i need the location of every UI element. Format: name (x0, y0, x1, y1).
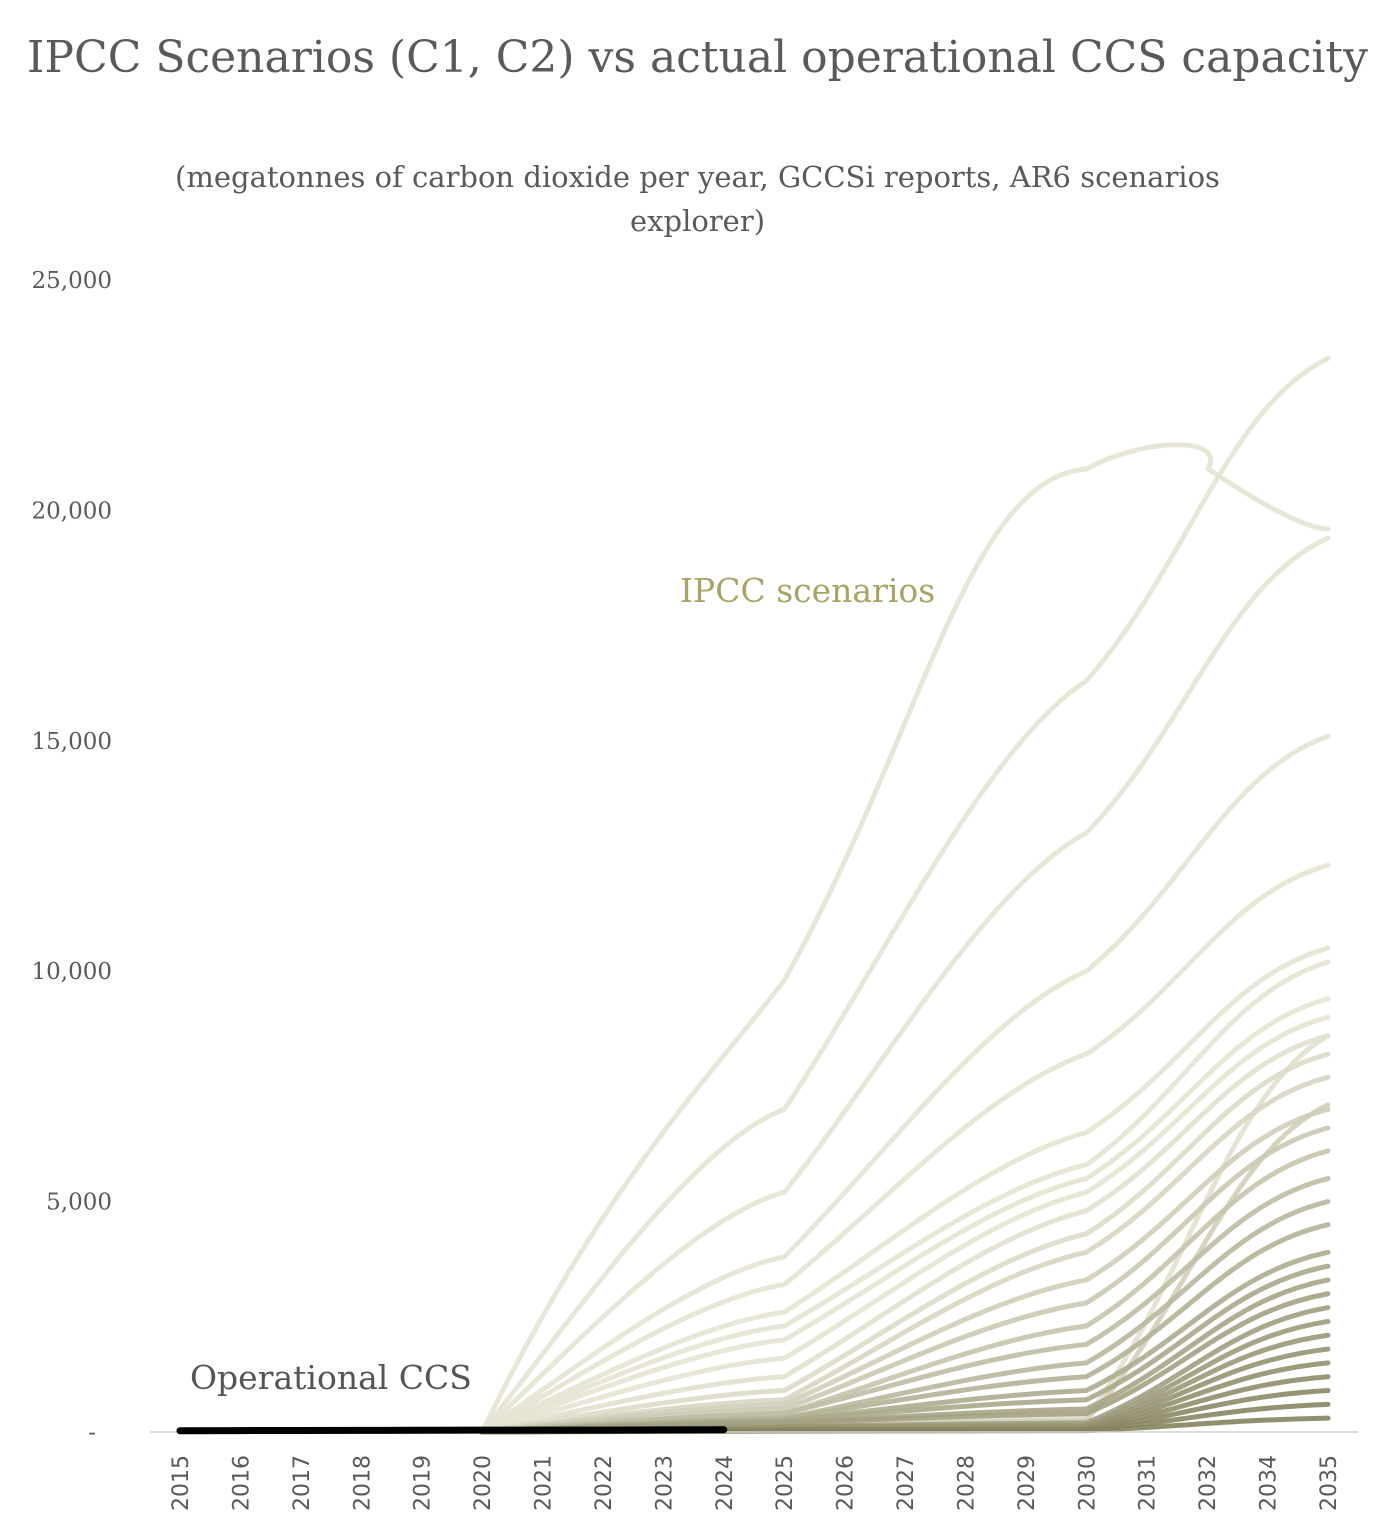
scenario-line (479, 733, 1331, 1435)
scenario-lines (479, 355, 1331, 1435)
x-tick-label: 2021 (532, 1455, 557, 1511)
scenario-line (479, 1051, 1331, 1435)
scenario-line (479, 442, 1331, 1435)
x-tick-label: 2028 (954, 1455, 979, 1511)
x-tick-label: 2034 (1257, 1455, 1282, 1511)
scenario-line (479, 1074, 1331, 1435)
scenario-line (479, 996, 1331, 1435)
y-axis-ticks: - 5,000 10,000 15,000 20,000 25,000 (32, 268, 112, 1446)
x-tick-label: 2018 (350, 1455, 375, 1511)
x-tick-label: 2022 (592, 1455, 617, 1511)
chart-title: IPCC Scenarios (C1, C2) vs actual operat… (27, 32, 1368, 83)
chart-subtitle: (megatonnes of carbon dioxide per year, … (175, 160, 1220, 238)
operational-ccs-line (176, 1426, 728, 1435)
scenario-line (479, 1176, 1331, 1435)
y-tick-label: 5,000 (46, 1190, 112, 1216)
x-tick-label: 2017 (290, 1455, 315, 1511)
x-tick-label: 2015 (169, 1455, 194, 1511)
x-tick-label: 2025 (773, 1455, 798, 1511)
x-tick-label: 2031 (1136, 1455, 1161, 1511)
scenario-line (479, 355, 1331, 1435)
scenario-line (479, 1106, 1331, 1435)
y-tick-label: 15,000 (32, 729, 112, 755)
x-tick-label: 2027 (894, 1455, 919, 1511)
x-tick-label: 2032 (1196, 1455, 1221, 1511)
scenario-line (479, 1033, 1331, 1435)
scenario-line (479, 959, 1331, 1435)
operational-ccs-label: Operational CCS (190, 1358, 472, 1397)
x-axis-ticks: 2015 2016 2017 2018 2019 2020 2021 2022 2023 2024… (169, 1455, 1342, 1511)
scenario-line (479, 1125, 1331, 1435)
scenario-line (479, 862, 1331, 1435)
x-tick-label: 2020 (471, 1455, 496, 1511)
scenario-line (479, 945, 1331, 1435)
x-tick-label: 2026 (834, 1455, 859, 1511)
x-tick-label: 2030 (1075, 1455, 1100, 1511)
x-tick-label: 2016 (229, 1455, 254, 1511)
x-tick-label: 2024 (713, 1455, 738, 1511)
x-tick-label: 2023 (652, 1455, 677, 1511)
y-tick-label: - (88, 1420, 96, 1446)
x-tick-label: 2035 (1317, 1455, 1342, 1511)
scenario-line (479, 1014, 1331, 1435)
x-tick-label: 2029 (1015, 1455, 1040, 1511)
y-tick-label: 20,000 (32, 498, 112, 524)
y-tick-label: 25,000 (32, 268, 112, 294)
scenario-line (479, 535, 1331, 1435)
x-tick-label: 2019 (411, 1455, 436, 1511)
ipcc-scenarios-label: IPCC scenarios (680, 571, 935, 610)
y-tick-label: 10,000 (32, 959, 112, 985)
